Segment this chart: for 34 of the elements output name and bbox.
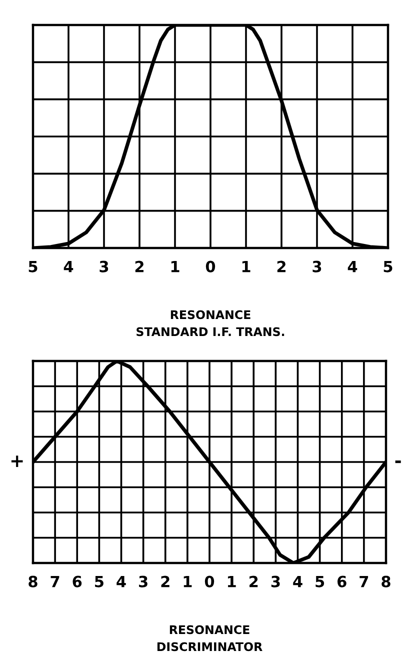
x-tick-label: 7	[50, 576, 60, 588]
x-tick-label: 0	[206, 260, 216, 272]
x-tick-label: 8	[28, 576, 38, 588]
x-tick-label: 3	[312, 260, 322, 272]
x-tick-label: 6	[338, 576, 346, 588]
x-tick-label: 2	[250, 576, 258, 588]
text: STANDARD I.F. TRANS.	[136, 327, 284, 336]
x-tick-label: 4	[116, 576, 126, 588]
text: RESONANCE	[170, 625, 250, 634]
x-tick-label: 5	[95, 576, 104, 588]
x-tick-label: 2	[161, 576, 170, 588]
x-tick-label: 2	[135, 260, 144, 272]
annotation: +	[11, 456, 23, 467]
x-tick-label: 0	[204, 576, 214, 588]
x-tick-label: 1	[228, 576, 236, 588]
text: RESONANCE	[170, 310, 250, 320]
x-tick-label: 5	[28, 260, 38, 272]
x-tick-label: 4	[348, 260, 358, 272]
x-tick-label: 5	[384, 260, 392, 272]
x-tick-label: 5	[316, 576, 324, 588]
x-tick-label: 4	[293, 576, 302, 588]
x-tick-label: 6	[72, 576, 82, 588]
x-tick-label: 3	[139, 576, 148, 588]
annotation: -	[395, 460, 401, 464]
x-tick-label: 7	[360, 576, 368, 588]
x-tick-label: 2	[277, 260, 286, 272]
x-tick-label: 3	[271, 576, 280, 588]
x-tick-label: 8	[382, 576, 390, 588]
x-tick-label: 1	[184, 576, 192, 588]
x-tick-label: 4	[64, 260, 74, 272]
x-tick-label: 1	[242, 260, 250, 272]
x-tick-label: 1	[171, 260, 180, 272]
x-tick-label: 3	[100, 260, 108, 272]
text: DISCRIMINATOR	[157, 642, 262, 652]
